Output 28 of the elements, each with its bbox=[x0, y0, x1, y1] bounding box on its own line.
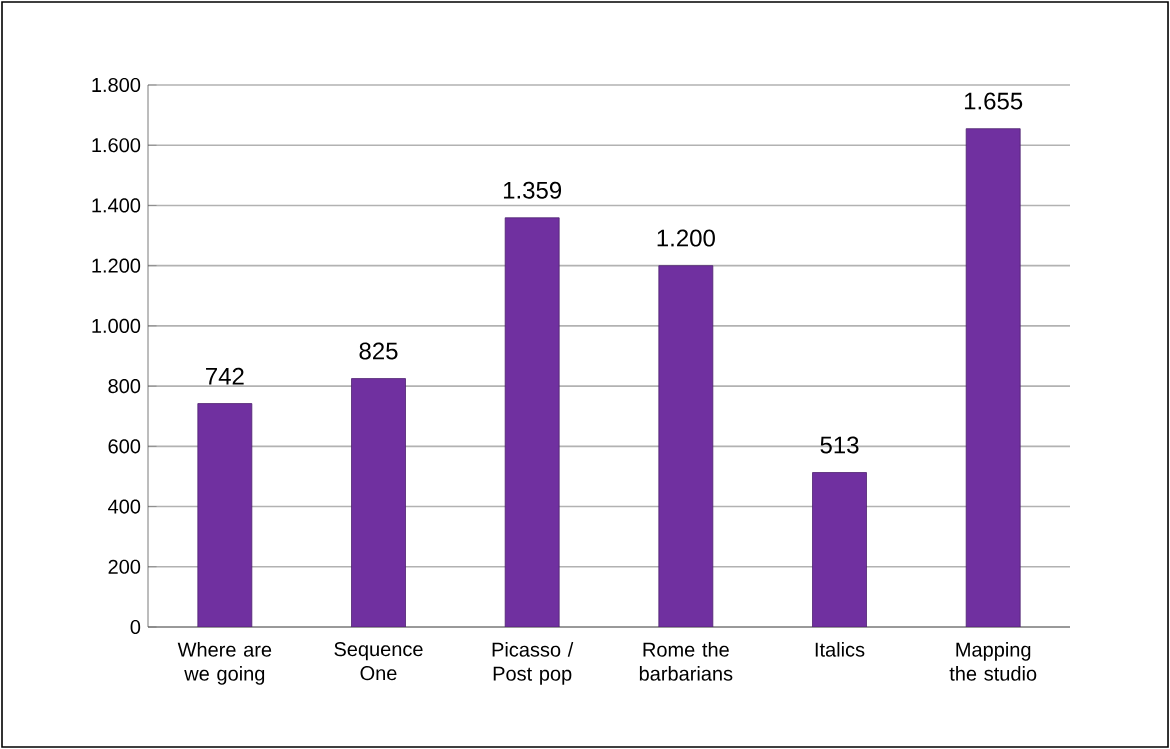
bar bbox=[658, 265, 714, 627]
data-label: 1.200 bbox=[657, 229, 715, 247]
bar bbox=[812, 472, 867, 627]
y-tick-label: 0 bbox=[130, 619, 141, 635]
data-label: 1.359 bbox=[503, 181, 562, 199]
x-tick-label: Rome the barbarians bbox=[639, 642, 733, 681]
y-tick-label: 1.200 bbox=[92, 258, 141, 273]
data-label: 1.655 bbox=[964, 92, 1023, 110]
y-tick-label: 1.000 bbox=[92, 318, 141, 333]
x-tick-label: Picasso / Post pop bbox=[492, 642, 574, 685]
y-tick-label: 800 bbox=[108, 379, 141, 394]
y-tick-label: 1.600 bbox=[92, 138, 141, 153]
bar bbox=[504, 217, 560, 627]
y-tick-label: 400 bbox=[108, 499, 141, 514]
y-tick-label: 200 bbox=[108, 559, 141, 574]
x-tick-label: Where are we going bbox=[177, 642, 272, 685]
bar bbox=[197, 403, 253, 627]
y-tick-label: 600 bbox=[108, 439, 141, 454]
y-tick-label: 1.800 bbox=[92, 77, 141, 93]
bar bbox=[965, 128, 1021, 627]
x-tick-label: Mapping the studio bbox=[949, 642, 1037, 681]
x-tick-label: Sequence One bbox=[334, 642, 423, 681]
data-label: 825 bbox=[359, 342, 398, 360]
bar bbox=[351, 378, 406, 627]
data-label: 742 bbox=[206, 367, 244, 385]
data-label: 513 bbox=[820, 436, 859, 454]
x-tick-label: Italics bbox=[815, 642, 865, 657]
y-tick-label: 1.400 bbox=[92, 198, 141, 213]
